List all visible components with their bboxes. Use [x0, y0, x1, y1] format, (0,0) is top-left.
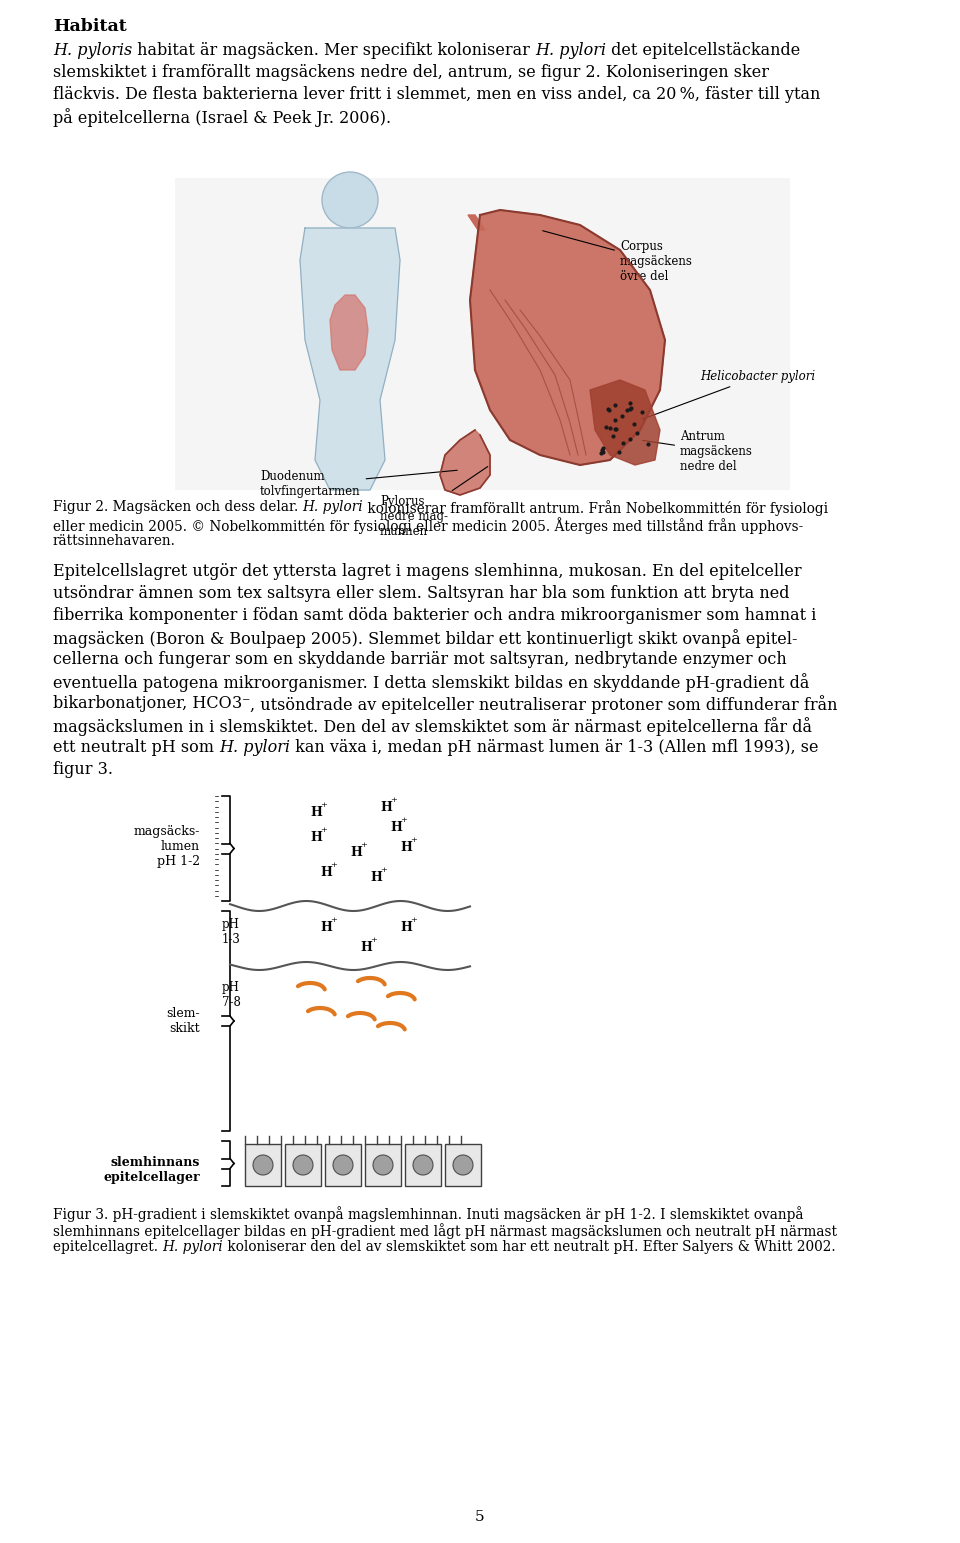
Text: H: H: [370, 870, 382, 884]
Polygon shape: [590, 380, 660, 464]
Text: 5: 5: [475, 1511, 485, 1524]
Polygon shape: [300, 228, 400, 491]
Text: eventuella patogena mikroorganismer. I detta slemskikt bildas en skyddande pH-gr: eventuella patogena mikroorganismer. I d…: [53, 673, 809, 691]
Polygon shape: [330, 295, 368, 370]
Polygon shape: [440, 430, 490, 495]
Text: H. pyloris: H. pyloris: [53, 42, 132, 59]
Text: Figur 3. pH-gradient i slemskiktet ovanpå magslemhinnan. Inuti magsäcken är pH 1: Figur 3. pH-gradient i slemskiktet ovanp…: [53, 1207, 804, 1222]
Text: H: H: [310, 805, 322, 819]
Text: H: H: [320, 866, 332, 880]
FancyBboxPatch shape: [405, 1143, 441, 1187]
Text: slem-
skikt: slem- skikt: [166, 1008, 200, 1035]
Text: 3: 3: [231, 694, 242, 711]
Text: kan växa i, medan pH närmast lumen är 1-3 (Allen mfl 1993), se: kan växa i, medan pH närmast lumen är 1-…: [290, 739, 819, 756]
Text: slemhinnans epitelcellager bildas en pH-gradient med lågt pH närmast magsäckslum: slemhinnans epitelcellager bildas en pH-…: [53, 1224, 837, 1239]
Text: +: +: [390, 796, 396, 804]
FancyBboxPatch shape: [445, 1143, 481, 1187]
Text: Helicobacter pylori: Helicobacter pylori: [642, 370, 815, 420]
Text: +: +: [320, 801, 326, 809]
Text: ⁻: ⁻: [242, 694, 251, 711]
FancyBboxPatch shape: [175, 177, 790, 491]
Text: +: +: [380, 866, 387, 873]
Text: H: H: [360, 941, 372, 954]
Text: +: +: [400, 816, 407, 824]
FancyBboxPatch shape: [285, 1143, 321, 1187]
Text: epitelcellagret.: epitelcellagret.: [53, 1241, 162, 1254]
Text: slemhinnans
epitelcellager: slemhinnans epitelcellager: [104, 1156, 200, 1183]
Text: H: H: [400, 841, 412, 853]
Polygon shape: [470, 210, 665, 464]
Circle shape: [322, 171, 378, 228]
Text: Epitelcellslagret utgör det yttersta lagret i magens slemhinna, mukosan. En del : Epitelcellslagret utgör det yttersta lag…: [53, 563, 802, 580]
Text: H. pylori: H. pylori: [162, 1241, 223, 1254]
Text: magsäckslumen in i slemskiktet. Den del av slemskiktet som är närmast epitelcell: magsäckslumen in i slemskiktet. Den del …: [53, 717, 812, 736]
Polygon shape: [468, 214, 485, 230]
Text: +: +: [410, 836, 417, 844]
Text: ett neutralt pH som: ett neutralt pH som: [53, 739, 219, 756]
Text: koloniserar den del av slemskiktet som har ett neutralt pH. Efter Salyers & Whit: koloniserar den del av slemskiktet som h…: [223, 1241, 835, 1254]
Text: Antrum
magsäckens
nedre del: Antrum magsäckens nedre del: [643, 430, 753, 474]
Circle shape: [293, 1156, 313, 1176]
FancyBboxPatch shape: [245, 1143, 281, 1187]
Text: +: +: [360, 841, 367, 849]
Text: , utsöndrade av epitelceller neutraliserar protoner som diffunderar från: , utsöndrade av epitelceller neutraliser…: [251, 694, 838, 714]
Text: Corpus
magsäckens
övre del: Corpus magsäckens övre del: [542, 231, 693, 282]
Text: koloniserar framförallt antrum. Från Nobelkommittén för fysiologi: koloniserar framförallt antrum. Från Nob…: [363, 500, 828, 515]
FancyBboxPatch shape: [325, 1143, 361, 1187]
Text: fiberrika komponenter i födan samt döda bakterier och andra mikroorganismer som : fiberrika komponenter i födan samt döda …: [53, 606, 816, 623]
Text: +: +: [320, 826, 326, 835]
Text: magsäcks-
lumen
pH 1-2: magsäcks- lumen pH 1-2: [133, 824, 200, 867]
Text: slemskiktet i framförallt magsäckens nedre del, antrum, se figur 2. Kolonisering: slemskiktet i framförallt magsäckens ned…: [53, 63, 769, 80]
Text: H: H: [350, 846, 362, 859]
Circle shape: [253, 1156, 273, 1176]
Text: H. pylori: H. pylori: [536, 42, 607, 59]
Text: eller medicin 2005. © Nobelkommittén för fysiologi eller medicin 2005. Återges m: eller medicin 2005. © Nobelkommittén för…: [53, 517, 804, 534]
Text: rättsinnehavaren.: rättsinnehavaren.: [53, 534, 176, 548]
FancyBboxPatch shape: [365, 1143, 401, 1187]
Text: H: H: [380, 801, 392, 815]
Text: H. pylori: H. pylori: [302, 500, 363, 514]
Text: H. pylori: H. pylori: [219, 739, 290, 756]
Text: magsäcken (Boron & Boulpaep 2005). Slemmet bildar ett kontinuerligt skikt ovanpå: magsäcken (Boron & Boulpaep 2005). Slemm…: [53, 630, 798, 648]
Text: på epitelcellerna (Israel & Peek Jr. 2006).: på epitelcellerna (Israel & Peek Jr. 200…: [53, 108, 391, 127]
Circle shape: [413, 1156, 433, 1176]
Text: +: +: [370, 937, 377, 944]
Text: habitat är magsäcken. Mer specifikt koloniserar: habitat är magsäcken. Mer specifikt kolo…: [132, 42, 536, 59]
Text: det epitelcellstäckande: det epitelcellstäckande: [607, 42, 801, 59]
Text: H: H: [400, 921, 412, 934]
Text: pH
1-3: pH 1-3: [222, 918, 241, 946]
Circle shape: [333, 1156, 353, 1176]
Text: pH
7-8: pH 7-8: [222, 981, 241, 1009]
Circle shape: [373, 1156, 393, 1176]
Text: utsöndrar ämnen som tex saltsyra eller slem. Saltsyran har bla som funktion att : utsöndrar ämnen som tex saltsyra eller s…: [53, 585, 789, 602]
Text: +: +: [330, 917, 337, 924]
Text: H: H: [320, 921, 332, 934]
Circle shape: [453, 1156, 473, 1176]
Text: H: H: [390, 821, 402, 835]
Text: Figur 2. Magsäcken och dess delar.: Figur 2. Magsäcken och dess delar.: [53, 500, 302, 514]
Text: fläckvis. De flesta bakterierna lever fritt i slemmet, men en viss andel, ca 20 : fläckvis. De flesta bakterierna lever fr…: [53, 86, 821, 103]
Text: bikarbonatjoner, HCO: bikarbonatjoner, HCO: [53, 694, 231, 711]
Text: +: +: [330, 861, 337, 869]
Text: +: +: [410, 917, 417, 924]
Text: Pylorus
nedre mag-
munnen: Pylorus nedre mag- munnen: [380, 466, 488, 539]
Text: figur 3.: figur 3.: [53, 761, 113, 778]
Text: Habitat: Habitat: [53, 19, 127, 35]
Text: Duodenum
tolvfingertarmen: Duodenum tolvfingertarmen: [260, 471, 457, 498]
Text: cellerna och fungerar som en skyddande barriär mot saltsyran, nedbrytande enzyme: cellerna och fungerar som en skyddande b…: [53, 651, 787, 668]
Text: H: H: [310, 832, 322, 844]
